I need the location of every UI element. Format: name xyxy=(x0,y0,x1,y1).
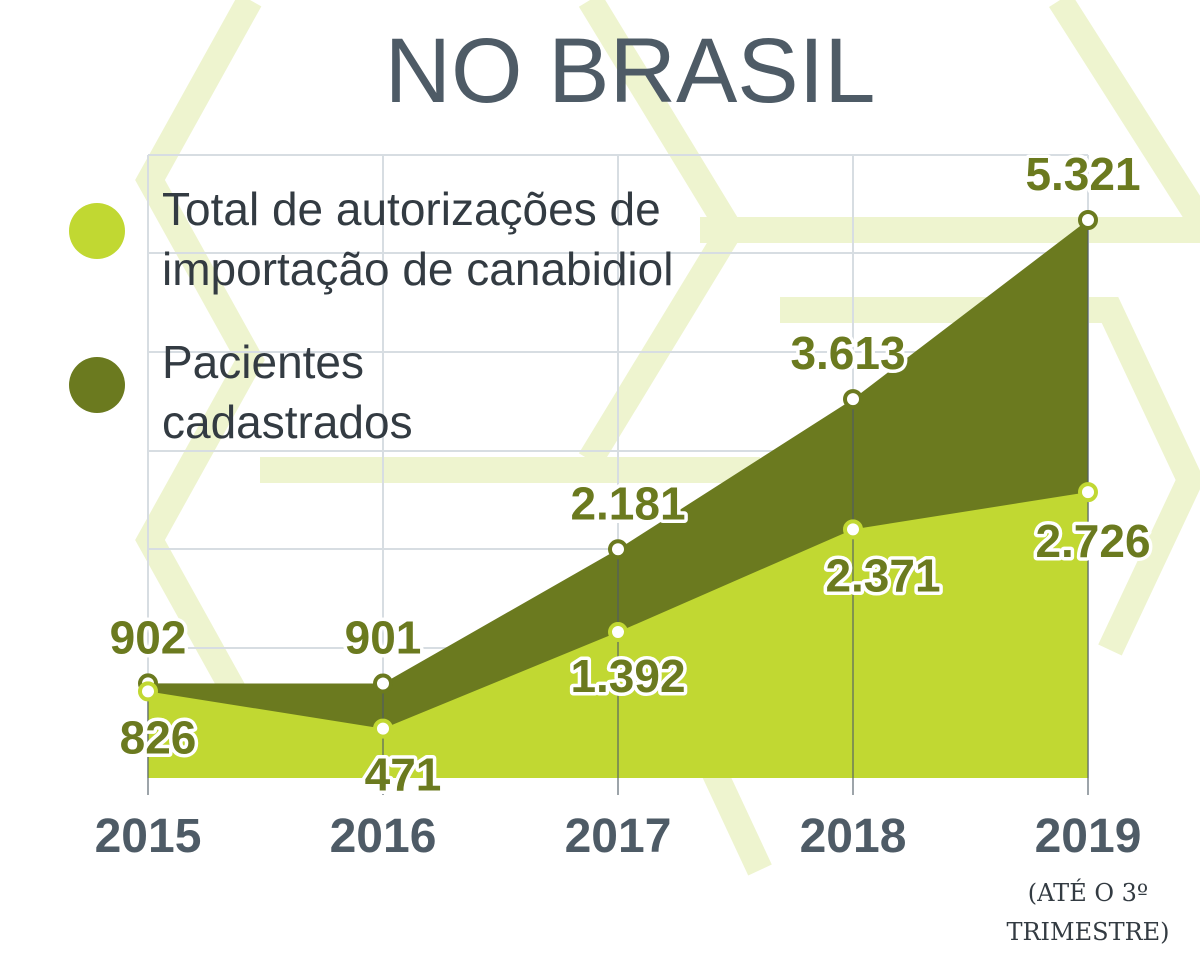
legend: Total de autorizações de importação de c… xyxy=(69,183,673,448)
marker-autorizacoes xyxy=(608,622,628,643)
x-tick-label: 2017 xyxy=(565,810,672,863)
data-label-autorizacoes: 2.371 xyxy=(825,549,940,601)
x-tick-label: 2019 xyxy=(1035,810,1142,863)
marker-pacientes xyxy=(1078,210,1098,230)
marker-autorizacoes xyxy=(843,519,863,540)
data-label-pacientes: 3.613 xyxy=(790,327,905,379)
legend-swatch-light xyxy=(69,203,125,259)
marker-pacientes xyxy=(373,673,393,694)
data-label-pacientes: 5.321 xyxy=(1025,148,1140,200)
x-tick-label: 2016 xyxy=(330,810,437,863)
data-label-autorizacoes: 2.726 xyxy=(1035,515,1150,567)
data-label-pacientes: 902 xyxy=(110,611,187,663)
data-markers xyxy=(138,210,1098,739)
legend-label-light-line2: importação de canabidiol xyxy=(162,243,673,295)
data-labels: 902 901 2.181 3.613 5.321 826 471 1.392 2.371 2.7… xyxy=(106,145,1154,805)
data-label-pacientes: 901 xyxy=(345,612,422,664)
legend-label-dark-line2: cadastrados xyxy=(162,396,413,448)
marker-pacientes xyxy=(608,539,628,560)
marker-autorizacoes xyxy=(1078,482,1098,503)
data-label-autorizacoes: 826 xyxy=(120,711,197,763)
legend-label-dark-line1: Pacientes xyxy=(162,336,364,388)
marker-pacientes xyxy=(843,389,863,410)
x-tick-label: 2018 xyxy=(800,810,907,863)
legend-label-light-line1: Total de autorizações de xyxy=(162,183,661,235)
x-axis-ticks: 2015 2016 2017 2018 2019 xyxy=(95,810,1142,863)
marker-autorizacoes xyxy=(373,718,393,739)
category-lines xyxy=(147,220,1089,795)
chart-title: NO BRASIL xyxy=(385,20,876,122)
marker-autorizacoes xyxy=(138,681,158,702)
data-label-autorizacoes: 471 xyxy=(365,749,442,801)
note-line2: TRIMESTRE) xyxy=(1006,918,1169,946)
legend-swatch-dark xyxy=(69,357,125,413)
note-line1: (ATÉ O 3º xyxy=(1028,878,1148,907)
x-tick-label: 2015 xyxy=(95,810,202,863)
data-label-pacientes: 2.181 xyxy=(570,477,685,529)
data-label-autorizacoes: 1.392 xyxy=(570,650,685,702)
background-pattern xyxy=(135,0,1200,876)
